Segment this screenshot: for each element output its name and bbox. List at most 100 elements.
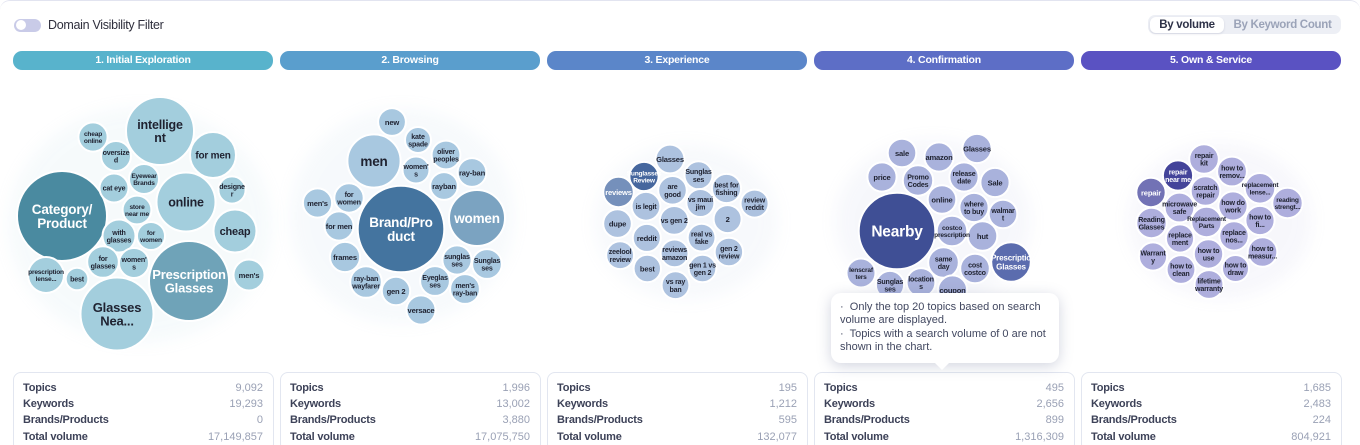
svg-text:Sunglasses: Sunglas ses [877,278,903,294]
svg-text:gen 2: gen 2 [387,287,406,296]
svg-text:for men: for men [195,151,230,162]
svg-text:amazon: amazon [925,153,953,162]
svg-text:coupon: coupon [939,286,966,295]
svg-text:best: best [70,276,85,284]
svg-text:Nearby: Nearby [871,224,923,241]
svg-text:Glasses: Glasses [656,155,684,164]
svg-text:online: online [168,196,204,210]
svg-text:vs rayban: vs ray ban [666,278,686,294]
svg-text:for men: for men [326,222,353,231]
svg-text:rayban: rayban [432,182,456,191]
svg-text:Sunglasses: Sunglas ses [685,168,711,184]
svg-text:cat eye: cat eye [103,185,126,193]
svg-text:replacement: replace ment [1168,231,1192,247]
svg-text:2: 2 [726,215,730,224]
svg-text:sale: sale [895,149,909,158]
svg-text:price: price [873,173,890,182]
svg-text:cheap: cheap [220,226,251,238]
svg-text:new: new [385,118,399,127]
svg-text:Brand/Product: Brand/Pro duct [369,215,432,244]
svg-text:versace: versace [408,306,435,315]
svg-text:men's: men's [239,271,260,280]
svg-text:Sale: Sale [988,178,1003,187]
svg-text:men: men [360,154,387,169]
svg-text:Category/Product: Category/Product [32,202,93,231]
svg-text:men's: men's [307,199,328,208]
svg-text:vs gen 2: vs gen 2 [661,217,688,225]
svg-text:online: online [931,195,952,204]
svg-text:best: best [640,264,655,273]
svg-text:repair: repair [1141,188,1161,197]
svg-text:reddit: reddit [637,234,658,243]
svg-text:ray-ban: ray-ban [459,168,486,177]
svg-text:frames: frames [333,253,357,262]
svg-text:women's: women' s [121,256,147,272]
svg-text:hut: hut [977,232,989,241]
svg-text:dupe: dupe [609,220,626,229]
svg-text:women's: women' s [403,163,429,179]
svg-text:is legit: is legit [636,203,658,211]
svg-text:Glasses: Glasses [963,144,991,153]
svg-text:reviews: reviews [605,188,631,197]
svg-text:women: women [453,211,500,226]
svg-text:Sunglasses: Sunglas ses [474,257,500,273]
